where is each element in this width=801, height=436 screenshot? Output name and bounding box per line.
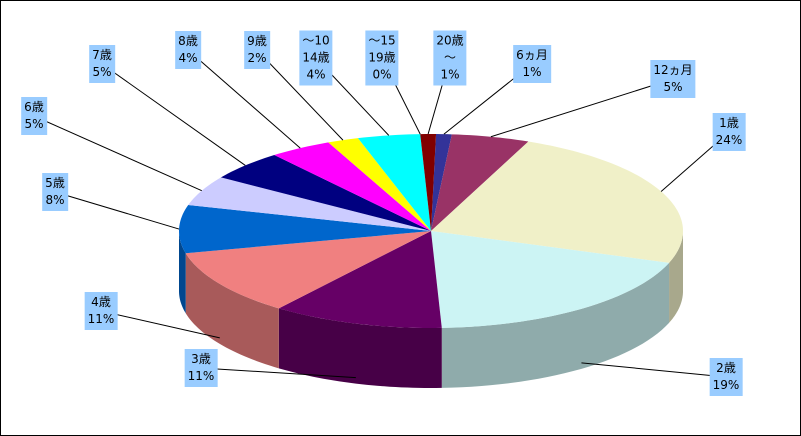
category-label: 4歳 (91, 295, 111, 309)
leader-line (581, 362, 727, 378)
category-label: 20歳 ～ (436, 33, 464, 65)
slice (278, 231, 442, 328)
value-label: 5% (663, 80, 683, 94)
slice (328, 138, 431, 231)
value-label: 1% (522, 65, 542, 79)
slice (220, 155, 431, 231)
category-label: 5歳 (45, 176, 65, 190)
category-label: 3歳 (191, 352, 211, 366)
value-label: 11% (187, 369, 215, 383)
category-label: ～10 14歳 (302, 33, 330, 65)
data-label: ～15 19歳 0% (365, 30, 399, 86)
category-label: 12ヵ月 (653, 63, 693, 77)
category-label: ～15 19歳 (368, 33, 396, 65)
data-label: 8歳 4% (175, 31, 201, 69)
category-label: 6ヵ月 (516, 48, 548, 62)
value-label: 4% (178, 51, 198, 65)
leader-line (33, 115, 202, 192)
slice (431, 231, 670, 328)
value-label: 2% (247, 51, 267, 65)
category-label: 9歳 (247, 34, 267, 48)
leader-line (187, 49, 301, 149)
leader-line (490, 78, 674, 138)
category-label: 2歳 (716, 361, 736, 375)
value-label: 1% (440, 67, 460, 82)
data-label: 7歳 5% (89, 45, 115, 83)
data-label: 4歳 11% (84, 292, 118, 330)
data-label: 5歳 8% (42, 173, 68, 211)
leader-line (54, 191, 180, 230)
pie-tops (179, 134, 683, 328)
slice (185, 231, 431, 309)
slice (357, 134, 431, 231)
data-label: 3歳 11% (184, 349, 218, 387)
value-label: 5% (24, 117, 44, 131)
slice (179, 205, 431, 254)
pie-sides (179, 231, 683, 388)
leader-line (256, 49, 344, 141)
slice-side (278, 308, 442, 388)
slice (431, 134, 529, 231)
category-label: 8歳 (178, 34, 198, 48)
data-label: 6歳 5% (21, 97, 47, 135)
slice (188, 177, 431, 231)
slice (431, 134, 452, 231)
value-label: 8% (45, 193, 65, 207)
value-label: 19% (712, 378, 740, 392)
value-label: 24% (715, 133, 743, 147)
slice (431, 141, 683, 263)
leader-line (101, 63, 246, 166)
data-label: 1歳 24% (712, 113, 746, 151)
value-label: 5% (92, 65, 112, 79)
slice (420, 134, 437, 231)
slice (274, 142, 431, 231)
value-label: 0% (372, 67, 392, 82)
data-label: 20歳 ～ 1% (433, 30, 467, 86)
data-label: 6ヵ月 1% (513, 45, 551, 83)
category-label: 6歳 (24, 100, 44, 114)
leader-line (100, 310, 220, 339)
data-label: 9歳 2% (244, 31, 270, 69)
value-label: 11% (87, 312, 115, 326)
slice-side (669, 231, 683, 323)
category-label: 7歳 (92, 48, 112, 62)
data-label: ～10 14歳 4% (299, 30, 333, 86)
slice-side (185, 253, 279, 369)
leader-line (200, 367, 356, 379)
slice-side (179, 231, 186, 314)
data-label: 2歳 19% (709, 358, 743, 396)
value-label: 4% (306, 67, 326, 82)
category-label: 1歳 (719, 116, 739, 130)
data-label: 12ヵ月 5% (650, 60, 696, 98)
slice-side (441, 262, 670, 388)
